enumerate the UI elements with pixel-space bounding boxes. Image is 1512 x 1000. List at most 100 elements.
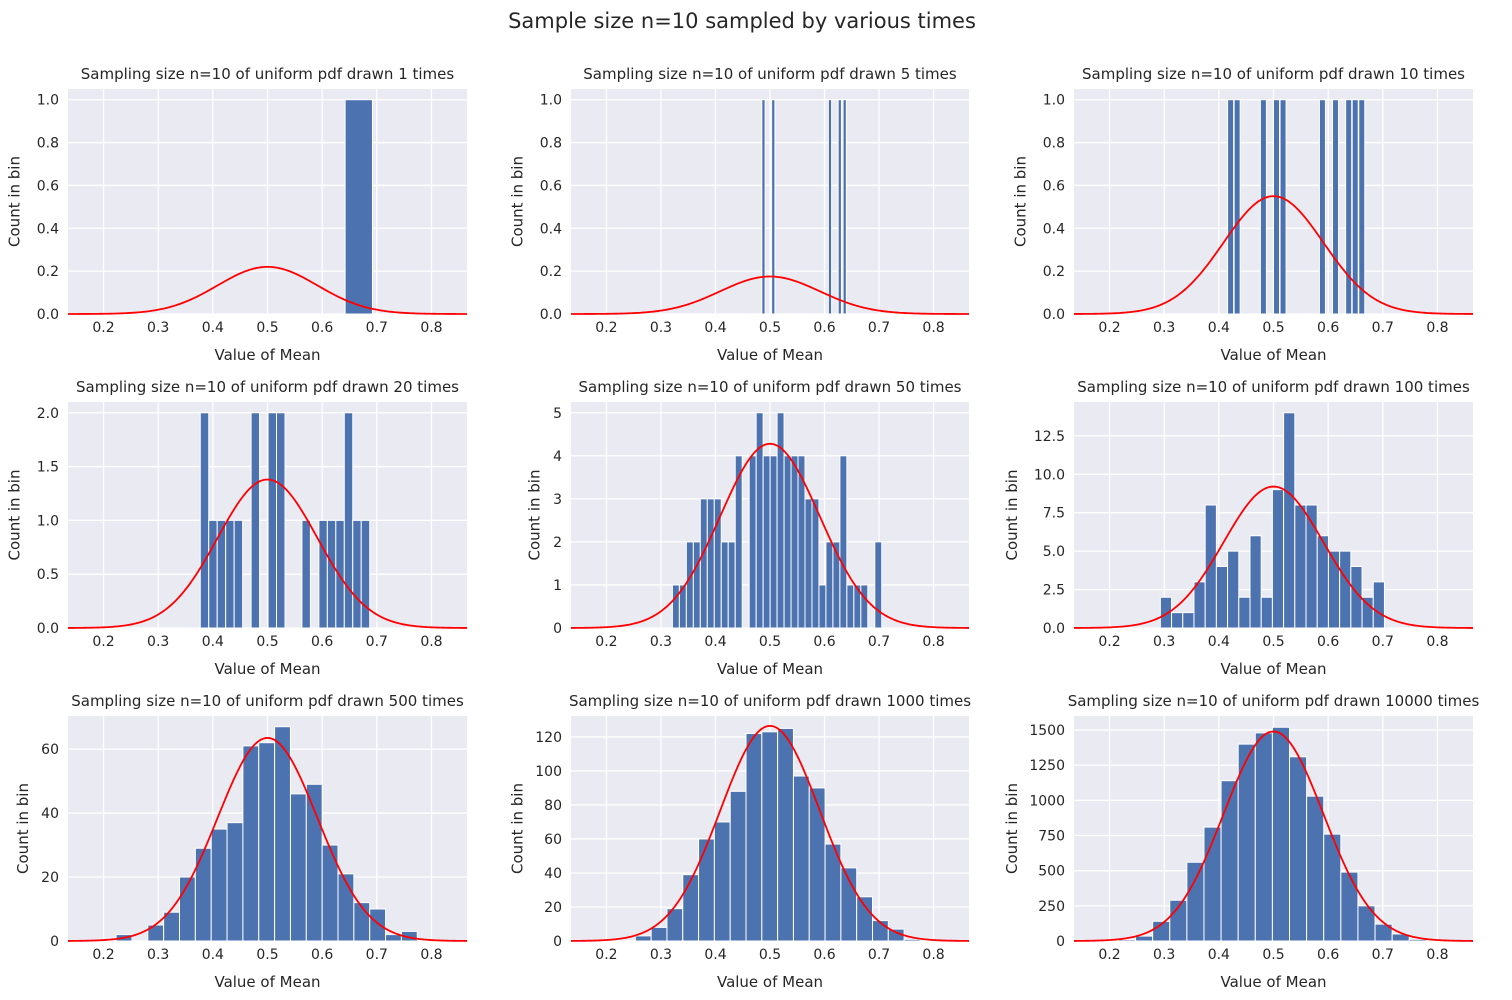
y-tick-label: 2.0: [37, 406, 59, 422]
x-tick-label: 0.4: [202, 320, 224, 336]
histogram-bar: [1339, 550, 1352, 629]
y-tick-label: 5.0: [1043, 544, 1065, 560]
histogram-bar: [1361, 596, 1374, 629]
x-axis-label: Value of Mean: [1220, 660, 1326, 678]
histogram-bar: [634, 935, 652, 942]
y-tick-label: 1000: [1029, 793, 1065, 809]
histogram-bar: [1273, 99, 1281, 315]
subplot-title: Sampling size n=10 of uniform pdf drawn …: [71, 692, 464, 710]
histogram-bar: [1271, 726, 1291, 942]
x-tick-label: 0.2: [92, 320, 114, 336]
x-tick-label: 0.3: [147, 947, 169, 963]
subplot-1: 0.2 0.3 0.4 0.5 0.6 0.7 0.8 0.0 0.2 0.4 0.6 0.8 1.0 S…: [6, 65, 467, 364]
y-tick-label: 0.0: [37, 307, 59, 323]
histogram-bar: [671, 584, 680, 629]
x-tick-label: 0.8: [922, 320, 944, 336]
histogram-bar: [1215, 566, 1229, 629]
histogram-bar: [804, 498, 813, 629]
y-tick-label: 0.0: [1043, 621, 1065, 637]
x-tick-label: 0.5: [256, 947, 278, 963]
histogram-bar: [776, 412, 785, 629]
histogram-bar: [1204, 504, 1217, 629]
histogram-bar: [903, 938, 921, 942]
y-tick-label: 0.6: [37, 178, 59, 194]
histogram-bar: [1254, 732, 1273, 942]
histogram-bar: [860, 584, 869, 629]
histogram-bar: [1233, 99, 1241, 315]
x-axis-label: Value of Mean: [1220, 973, 1326, 991]
y-axis-label: Count in bin: [509, 156, 527, 247]
x-axis-label: Value of Mean: [717, 660, 823, 678]
x-tick-label: 0.2: [595, 320, 617, 336]
histogram-bar: [1372, 581, 1385, 629]
x-tick-label: 0.6: [311, 634, 333, 650]
subplot-title: Sampling size n=10 of uniform pdf drawn …: [1082, 65, 1465, 83]
y-tick-label: 1.0: [540, 93, 562, 109]
y-tick-label: 1.0: [1043, 93, 1065, 109]
x-tick-label: 0.6: [813, 634, 835, 650]
histogram-bar: [250, 412, 261, 629]
x-tick-label: 0.2: [1098, 634, 1120, 650]
x-tick-label: 0.3: [1153, 634, 1175, 650]
histogram-bar: [1374, 923, 1393, 942]
histogram-bar: [777, 727, 794, 942]
x-tick-label: 0.5: [759, 947, 781, 963]
x-tick-label: 0.5: [1262, 320, 1284, 336]
x-tick-label: 0.7: [868, 320, 890, 336]
histogram-bar: [706, 498, 715, 629]
histogram-bar: [208, 519, 218, 629]
histogram-bar: [337, 873, 355, 942]
histogram-bar: [1227, 550, 1240, 629]
x-tick-label: 0.3: [650, 947, 672, 963]
y-tick-label: 0.6: [1043, 178, 1065, 194]
y-tick-label: 1500: [1029, 723, 1065, 739]
y-tick-label: 1: [553, 578, 562, 594]
subplot-title: Sampling size n=10 of uniform pdf drawn …: [579, 378, 962, 396]
x-axis-label: Value of Mean: [214, 660, 320, 678]
subplot-9: 0.2 0.3 0.4 0.5 0.6 0.7 0.8 0 250 500 750 1000 1250 1…: [1003, 692, 1479, 991]
panel-grid: 0.2 0.3 0.4 0.5 0.6 0.7 0.8 0.0 0.2 0.4 0.6 0.8 1.0 S…: [6, 65, 1480, 991]
histogram-bar: [233, 519, 244, 629]
y-tick-label: 0.2: [1043, 264, 1065, 280]
histogram-bar: [755, 412, 764, 629]
histogram-bar: [650, 926, 668, 942]
x-tick-label: 0.4: [202, 634, 224, 650]
x-tick-label: 0.7: [1372, 320, 1394, 336]
histogram-bar: [1294, 504, 1307, 629]
y-tick-label: 0.0: [540, 307, 562, 323]
x-tick-label: 0.7: [868, 947, 890, 963]
x-tick-label: 0.7: [366, 947, 388, 963]
histogram-bar: [727, 541, 736, 629]
x-tick-label: 0.3: [1153, 947, 1175, 963]
x-tick-label: 0.7: [366, 320, 388, 336]
x-tick-label: 0.2: [595, 634, 617, 650]
y-tick-label: 0.4: [540, 221, 562, 237]
subplot-title: Sampling size n=10 of uniform pdf drawn …: [569, 692, 971, 710]
y-tick-label: 1.5: [37, 460, 59, 476]
subplot-6: 0.2 0.3 0.4 0.5 0.6 0.7 0.8 0.0 2.5 5.0 7.5 10.0 12.…: [1003, 378, 1474, 678]
histogram-bar: [745, 733, 763, 942]
x-tick-label: 0.5: [759, 320, 781, 336]
x-axis-label: Value of Mean: [717, 346, 823, 364]
y-axis-label: Count in bin: [6, 470, 24, 561]
x-tick-label: 0.5: [256, 320, 278, 336]
y-tick-label: 0: [1056, 934, 1065, 950]
histogram-bar: [874, 541, 883, 629]
histogram-bar: [846, 584, 855, 629]
histogram-bar: [1203, 826, 1222, 942]
subplot-title: Sampling size n=10 of uniform pdf drawn …: [76, 378, 459, 396]
x-tick-label: 0.5: [759, 634, 781, 650]
x-tick-label: 0.3: [650, 320, 672, 336]
histogram-bar: [748, 455, 757, 629]
normal-pdf-curve: [1073, 195, 1474, 315]
x-tick-label: 0.8: [922, 947, 944, 963]
x-tick-label: 0.6: [1317, 320, 1339, 336]
histogram-bar: [1259, 99, 1267, 315]
x-tick-label: 0.6: [311, 320, 333, 336]
histogram-bar: [1391, 933, 1410, 942]
histogram-bar: [692, 541, 701, 629]
x-tick-label: 0.6: [1317, 947, 1339, 963]
histogram-bar: [1220, 780, 1239, 942]
x-tick-label: 0.8: [420, 320, 442, 336]
